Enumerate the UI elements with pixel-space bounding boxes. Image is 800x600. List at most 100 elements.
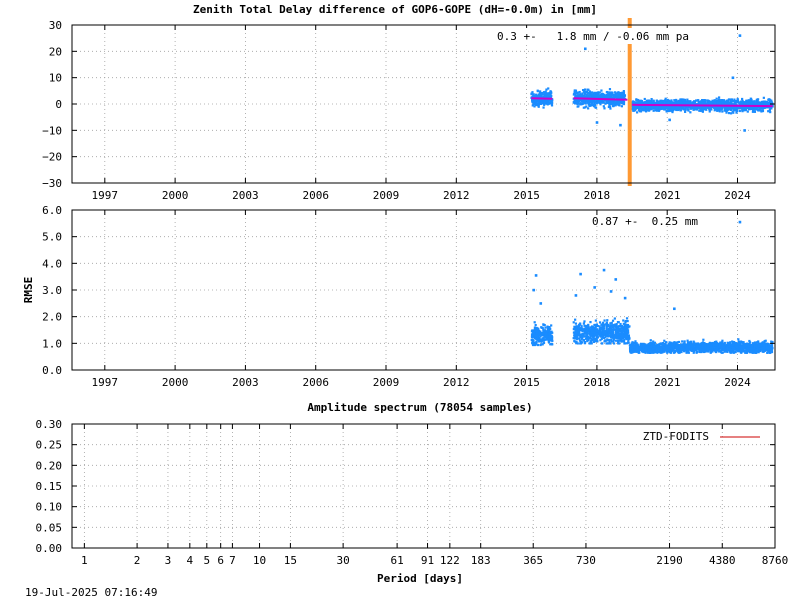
ztd-point xyxy=(655,109,659,112)
rmse-point xyxy=(616,339,620,342)
rmse-point xyxy=(591,333,595,336)
rmse-point xyxy=(651,343,655,347)
rmse-point xyxy=(532,332,535,335)
rmse-point xyxy=(609,322,612,325)
ztd-point xyxy=(679,106,682,109)
rmse-point xyxy=(635,348,638,351)
rmse-point xyxy=(644,350,647,353)
rmse-point xyxy=(760,347,763,350)
ztd-point xyxy=(600,95,603,98)
rmse-point xyxy=(610,325,614,328)
rmse-point xyxy=(653,347,656,350)
rmse-point xyxy=(649,345,653,348)
rmse-point xyxy=(732,350,735,353)
ztd-title: Zenith Total Delay difference of GOP6-GO… xyxy=(193,3,597,16)
ztd-y-tick-label: 10 xyxy=(49,72,62,85)
rmse-point xyxy=(584,324,588,328)
rmse-point xyxy=(612,325,615,328)
rmse-point xyxy=(603,325,606,328)
rmse-y-tick-label: 4.0 xyxy=(42,257,62,270)
ztd-point xyxy=(589,103,593,107)
ztd-point xyxy=(642,109,645,112)
rmse-point xyxy=(536,327,540,330)
ztd-point xyxy=(615,101,619,104)
ztd-point xyxy=(654,109,657,112)
rmse-point xyxy=(623,334,626,337)
rmse-point xyxy=(587,326,590,329)
ztd-point xyxy=(661,106,664,109)
ztd-point xyxy=(609,107,612,110)
rmse-point xyxy=(598,321,602,324)
ztd-point xyxy=(614,91,617,94)
rmse-point xyxy=(550,334,553,338)
rmse-point xyxy=(579,342,583,345)
rmse-outlier-point xyxy=(609,290,613,293)
ztd-annotation: 0.3 +- 1.8 mm / -0.06 mm pa xyxy=(497,30,689,43)
ztd-point xyxy=(652,104,655,108)
rmse-point xyxy=(594,328,597,331)
rmse-point xyxy=(634,340,637,343)
ztd-point xyxy=(657,100,660,103)
rmse-point xyxy=(588,328,591,331)
rmse-point xyxy=(731,348,734,351)
rmse-point xyxy=(624,335,627,338)
rmse-point xyxy=(660,346,663,349)
rmse-point xyxy=(642,344,645,347)
ztd-point xyxy=(752,101,756,105)
rmse-point xyxy=(574,318,577,321)
rmse-point xyxy=(677,340,681,344)
rmse-point xyxy=(549,339,552,342)
ztd-point xyxy=(736,107,739,110)
rmse-point xyxy=(628,337,631,340)
rmse-point xyxy=(592,340,596,343)
rmse-point xyxy=(760,344,763,347)
rmse-point xyxy=(593,323,596,327)
rmse-point xyxy=(661,342,664,345)
ztd-y-tick-label: −30 xyxy=(42,177,62,190)
ztd-point xyxy=(591,100,594,103)
rmse-point xyxy=(723,348,726,351)
rmse-point xyxy=(541,332,544,336)
rmse-point xyxy=(771,340,774,344)
rmse-point xyxy=(605,322,608,325)
ztd-point xyxy=(551,101,554,104)
rmse-point xyxy=(610,338,613,342)
rmse-point xyxy=(656,351,659,354)
rmse-point xyxy=(648,350,651,353)
rmse-point xyxy=(735,349,738,352)
rmse-point xyxy=(537,340,540,343)
ztd-point xyxy=(733,106,736,109)
rmse-point xyxy=(758,347,761,350)
rmse-x-ticks: 1997 2000 2003 2006 2009 2012 2015 2018 2021 2024 xyxy=(92,210,751,389)
rmse-x-tick-label: 2009 xyxy=(373,376,400,389)
rmse-point xyxy=(681,340,684,343)
rmse-point xyxy=(650,350,653,353)
ztd-point xyxy=(752,106,755,109)
ztd-point xyxy=(540,100,543,103)
rmse-point xyxy=(652,341,655,344)
rmse-point xyxy=(701,345,704,348)
rmse-point xyxy=(638,346,641,349)
ztd-point xyxy=(635,101,638,104)
ztd-point xyxy=(607,95,610,99)
ztd-point xyxy=(622,95,625,98)
ztd-point xyxy=(601,93,605,97)
ztd-point xyxy=(765,101,768,104)
ztd-point xyxy=(699,106,702,110)
ztd-x-ticks: 1997 2000 2003 2006 2009 2012 2015 2018 2021 2024 xyxy=(92,25,751,202)
ztd-point xyxy=(621,92,624,95)
ztd-point xyxy=(633,101,636,104)
ztd-point xyxy=(687,101,690,105)
rmse-point xyxy=(699,350,702,353)
rmse-point xyxy=(594,319,597,322)
ztd-point xyxy=(731,99,735,103)
ztd-point xyxy=(550,103,553,106)
rmse-point xyxy=(542,341,546,345)
rmse-point xyxy=(578,331,581,334)
ztd-point xyxy=(618,104,621,107)
rmse-point xyxy=(585,337,589,340)
rmse-point xyxy=(582,338,586,342)
rmse-point xyxy=(604,336,607,339)
rmse-point xyxy=(591,335,595,339)
